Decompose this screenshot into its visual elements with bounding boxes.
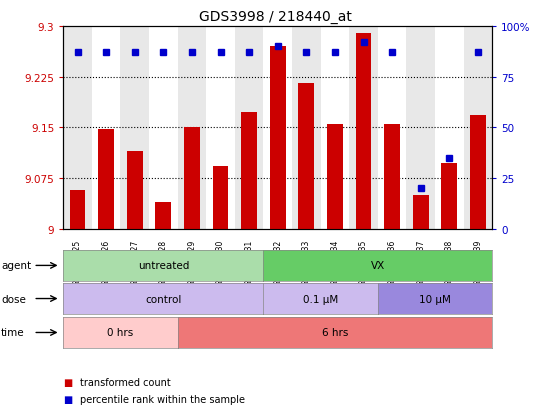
Bar	[321, 27, 349, 229]
Text: 0.1 μM: 0.1 μM	[303, 294, 338, 304]
Text: percentile rank within the sample: percentile rank within the sample	[80, 394, 245, 404]
Bar	[241, 113, 257, 229]
Bar	[270, 47, 285, 229]
Bar	[470, 116, 486, 229]
Text: dose: dose	[1, 294, 26, 304]
Bar	[327, 125, 343, 229]
Bar	[178, 27, 206, 229]
Text: 6 hrs: 6 hrs	[322, 328, 348, 338]
Bar	[206, 27, 235, 229]
Text: GDS3998 / 218440_at: GDS3998 / 218440_at	[199, 10, 351, 24]
Bar	[120, 27, 149, 229]
Bar	[98, 129, 114, 229]
Bar	[413, 195, 428, 229]
Bar	[435, 27, 464, 229]
Bar	[63, 27, 92, 229]
Bar	[235, 27, 263, 229]
Text: transformed count: transformed count	[80, 377, 170, 387]
Bar	[184, 128, 200, 229]
Bar	[70, 190, 85, 229]
Text: 0 hrs: 0 hrs	[107, 328, 134, 338]
Text: 10 μM: 10 μM	[419, 294, 451, 304]
Bar	[213, 166, 228, 229]
Bar	[384, 125, 400, 229]
Text: agent: agent	[1, 261, 31, 271]
Bar	[156, 202, 171, 229]
Bar	[356, 33, 371, 229]
Bar	[442, 163, 457, 229]
Bar	[406, 27, 435, 229]
Bar	[92, 27, 120, 229]
Bar	[292, 27, 321, 229]
Text: ■: ■	[63, 377, 73, 387]
Bar	[263, 27, 292, 229]
Bar	[299, 84, 314, 229]
Text: ■: ■	[63, 394, 73, 404]
Text: control: control	[145, 294, 182, 304]
Text: VX: VX	[371, 261, 385, 271]
Text: untreated: untreated	[138, 261, 189, 271]
Bar	[149, 27, 178, 229]
Bar	[349, 27, 378, 229]
Bar	[127, 152, 142, 229]
Text: time: time	[1, 328, 25, 338]
Bar	[378, 27, 406, 229]
Bar	[464, 27, 492, 229]
